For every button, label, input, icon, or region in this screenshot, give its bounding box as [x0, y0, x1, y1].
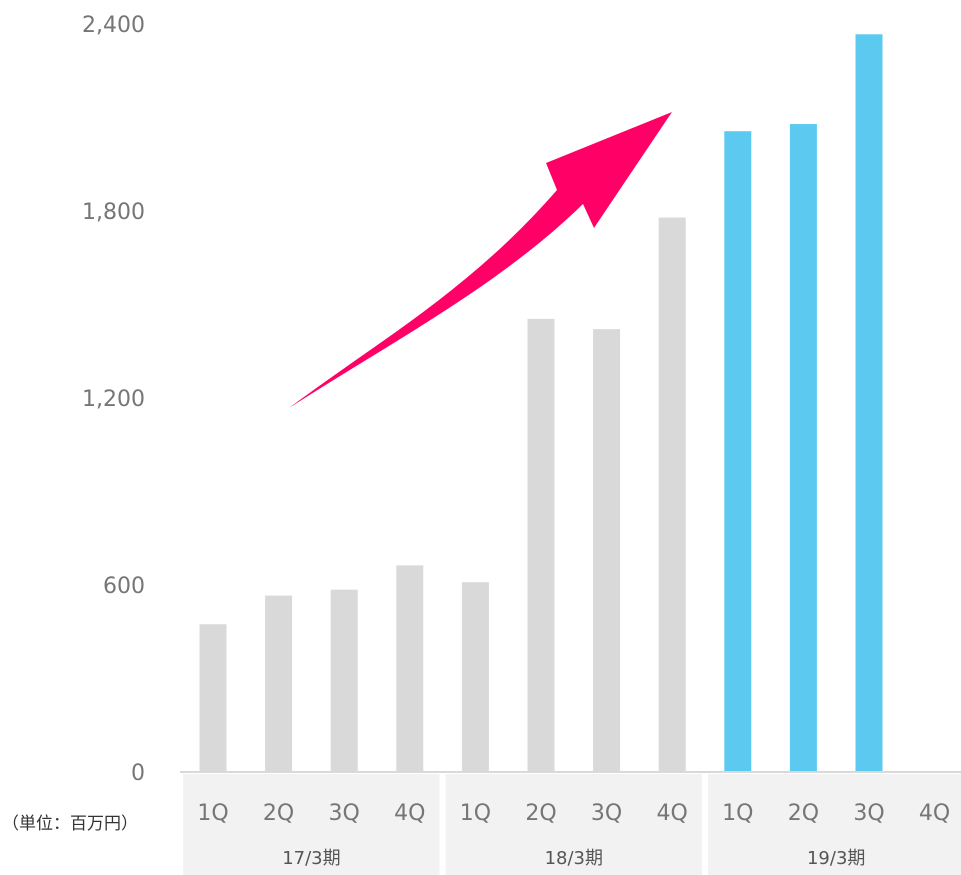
group-label: 17/3期 — [282, 848, 340, 869]
group-band-1 — [445, 774, 702, 875]
bar-0 — [199, 624, 227, 772]
group-label: 18/3期 — [545, 848, 603, 869]
bar-1 — [265, 595, 293, 772]
growth-arrow-shape — [289, 112, 672, 408]
y-tick-label: 1,200 — [82, 387, 145, 412]
bar-3 — [396, 565, 424, 772]
y-axis-ticks: 0 600 1,200 1,800 2,400 — [82, 13, 145, 786]
bars — [199, 34, 883, 773]
unit-label: （単位：百万円） — [2, 814, 138, 834]
x-tick-label: 2Q — [788, 801, 819, 826]
group-bands — [183, 774, 961, 875]
x-axis-categories: 1Q 2Q 3Q 4Q 1Q 2Q 3Q 4Q 1Q 2Q 3Q 4Q — [197, 801, 950, 826]
group-band-0 — [183, 774, 440, 875]
bar-4 — [461, 582, 489, 772]
bar-5 — [527, 318, 555, 772]
group-label: 19/3期 — [807, 848, 865, 869]
y-tick-label: 2,400 — [82, 13, 145, 38]
bar-6 — [593, 329, 621, 772]
y-tick-label: 0 — [131, 761, 145, 786]
x-tick-label: 4Q — [657, 801, 688, 826]
growth-arrow — [289, 112, 672, 408]
x-tick-label: 4Q — [919, 801, 950, 826]
y-tick-label: 600 — [103, 574, 145, 599]
x-tick-label: 1Q — [460, 801, 491, 826]
x-tick-label: 2Q — [263, 801, 294, 826]
bar-9 — [789, 124, 817, 773]
bar-8 — [724, 131, 752, 773]
bar-2 — [330, 589, 358, 772]
x-tick-label: 3Q — [591, 801, 622, 826]
bar-7 — [658, 217, 686, 773]
x-tick-label: 3Q — [329, 801, 360, 826]
bar-10 — [855, 34, 883, 773]
x-tick-label: 1Q — [197, 801, 228, 826]
x-tick-label: 1Q — [722, 801, 753, 826]
y-tick-label: 1,800 — [82, 200, 145, 225]
x-tick-label: 2Q — [525, 801, 556, 826]
group-band-2 — [708, 774, 961, 875]
x-tick-label: 4Q — [394, 801, 425, 826]
x-axis-group-labels: 17/3期 18/3期 19/3期 — [282, 848, 865, 869]
x-tick-label: 3Q — [853, 801, 884, 826]
